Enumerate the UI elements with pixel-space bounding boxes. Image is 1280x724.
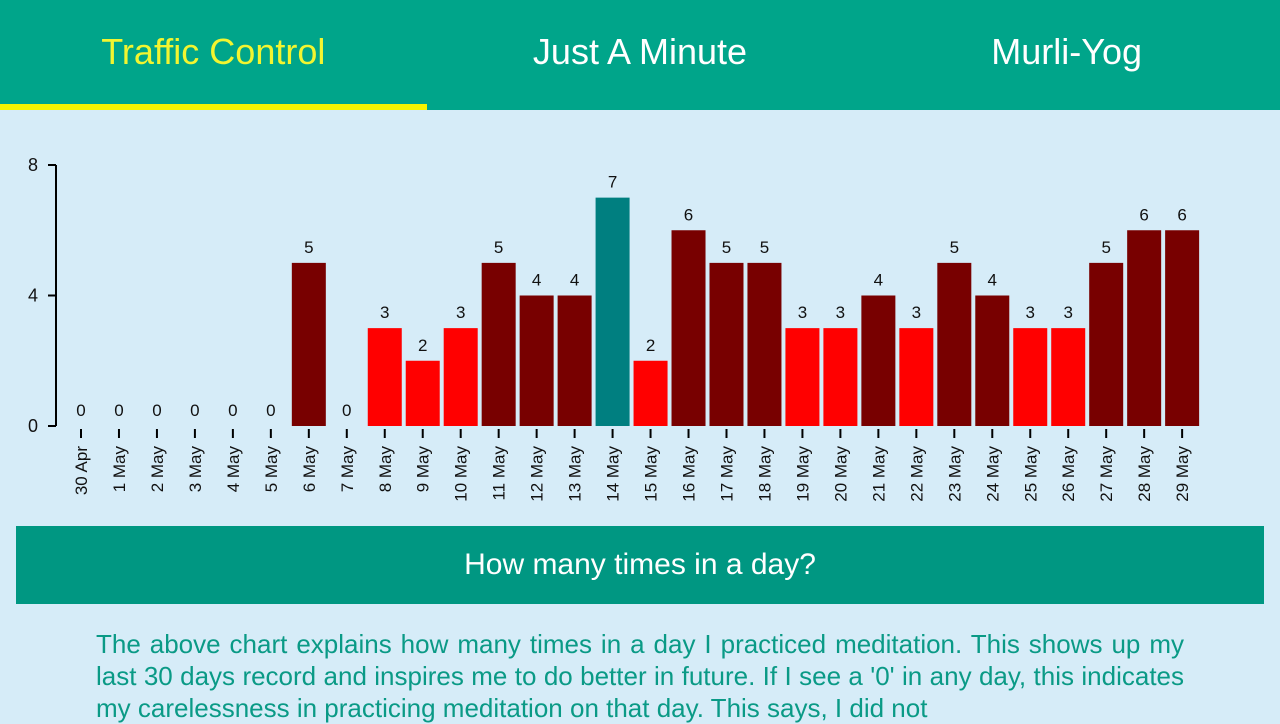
bar	[975, 295, 1010, 426]
data-label: 0	[342, 401, 351, 420]
x-tick-label: 25 May	[1021, 446, 1040, 502]
x-tick-label: 20 May	[831, 446, 850, 502]
data-label: 0	[228, 401, 237, 420]
bar	[443, 328, 478, 426]
chart-description: The above chart explains how many times …	[96, 629, 1184, 723]
data-label: 3	[798, 303, 807, 322]
bar	[899, 328, 934, 426]
x-tick-label: 27 May	[1097, 446, 1116, 502]
bar	[367, 328, 402, 426]
data-label: 4	[988, 271, 997, 290]
x-tick-label: 22 May	[907, 446, 926, 502]
x-tick-label: 16 May	[680, 446, 699, 502]
bar	[709, 262, 744, 426]
data-label: 4	[874, 271, 883, 290]
data-label: 3	[456, 303, 465, 322]
data-label: 0	[114, 401, 123, 420]
bar	[671, 230, 706, 426]
bar	[823, 328, 858, 426]
x-tick-label: 12 May	[528, 446, 547, 502]
data-label: 3	[836, 303, 845, 322]
x-tick-label: 21 May	[869, 446, 888, 502]
bar	[937, 262, 972, 426]
data-label: 5	[950, 238, 959, 257]
x-tick-label: 18 May	[755, 446, 774, 502]
x-tick-label: 3 May	[186, 446, 205, 493]
data-label: 4	[532, 271, 541, 290]
x-tick-label: 29 May	[1173, 446, 1192, 502]
x-tick-label: 28 May	[1135, 446, 1154, 502]
data-label: 3	[380, 303, 389, 322]
bar	[633, 360, 668, 426]
x-tick-label: 10 May	[452, 446, 471, 502]
y-tick-label: 0	[28, 416, 38, 436]
bar	[861, 295, 896, 426]
data-label: 3	[1026, 303, 1035, 322]
x-tick-label: 23 May	[945, 446, 964, 502]
bar	[1089, 262, 1124, 426]
tab-murli-yog[interactable]: Murli-Yog	[853, 0, 1280, 110]
data-label: 3	[1063, 303, 1072, 322]
x-tick-label: 19 May	[793, 446, 812, 502]
x-tick-label: 17 May	[717, 446, 736, 502]
tab-label: Just A Minute	[532, 31, 748, 72]
chart-canvas: 0 4 8 0 30 Apr 0 1 May 0 2 May 0 3 May 0 4 May 0 5 May…	[28, 155, 1200, 502]
data-label: 7	[608, 173, 617, 192]
x-tick-label: 7 May	[338, 446, 357, 493]
x-tick-label: 11 May	[490, 446, 509, 501]
tab-traffic-control[interactable]: Traffic Control	[0, 0, 427, 110]
x-tick-label: 6 May	[300, 446, 319, 493]
data-label: 5	[722, 238, 731, 257]
data-label: 5	[760, 238, 769, 257]
tab-label: Traffic Control	[101, 31, 326, 72]
meditation-bar-chart: 0 4 8 0 30 Apr 0 1 May 0 2 May 0 3 May 0 4 May 0 5 May…	[0, 110, 1280, 520]
data-label: 6	[684, 205, 693, 224]
data-label: 0	[76, 401, 85, 420]
chart-caption-bar: How many times in a day?	[16, 526, 1264, 604]
bar	[557, 295, 592, 426]
data-label: 5	[1101, 238, 1110, 257]
y-tick-label: 4	[28, 286, 38, 306]
x-tick-label: 4 May	[224, 446, 243, 493]
x-tick-label: 1 May	[110, 446, 129, 493]
bar	[1013, 328, 1048, 426]
bar	[595, 197, 630, 426]
data-label: 0	[190, 401, 199, 420]
bar	[519, 295, 554, 426]
data-label: 4	[570, 271, 579, 290]
data-label: 2	[646, 336, 655, 355]
x-tick-label: 24 May	[983, 446, 1002, 502]
bar	[405, 360, 440, 426]
bar	[1165, 230, 1200, 426]
data-label: 6	[1139, 205, 1148, 224]
data-label: 3	[912, 303, 921, 322]
data-label: 0	[266, 401, 275, 420]
x-tick-label: 15 May	[642, 446, 661, 502]
bar	[1127, 230, 1162, 426]
bar	[747, 262, 782, 426]
y-tick-label: 8	[28, 155, 38, 175]
tab-just-a-minute[interactable]: Just A Minute	[427, 0, 854, 110]
x-tick-label: 5 May	[262, 446, 281, 493]
active-tab-indicator	[0, 104, 427, 110]
x-tick-label: 8 May	[376, 446, 395, 493]
data-label: 2	[418, 336, 427, 355]
bar	[291, 262, 326, 426]
data-label: 0	[152, 401, 161, 420]
bar	[785, 328, 820, 426]
x-tick-label: 9 May	[414, 446, 433, 493]
x-tick-label: 14 May	[604, 446, 623, 502]
x-tick-label: 26 May	[1059, 446, 1078, 502]
chart-caption: How many times in a day?	[464, 548, 816, 581]
x-tick-label: 2 May	[148, 446, 167, 493]
bar	[481, 262, 516, 426]
data-label: 5	[304, 238, 313, 257]
x-tick-label: 13 May	[566, 446, 585, 502]
tab-bar: Traffic Control Just A Minute Murli-Yog	[0, 0, 1280, 110]
bar	[1051, 328, 1086, 426]
data-label: 6	[1177, 205, 1186, 224]
data-label: 5	[494, 238, 503, 257]
x-tick-label: 30 Apr	[72, 446, 91, 495]
tab-label: Murli-Yog	[991, 31, 1142, 72]
